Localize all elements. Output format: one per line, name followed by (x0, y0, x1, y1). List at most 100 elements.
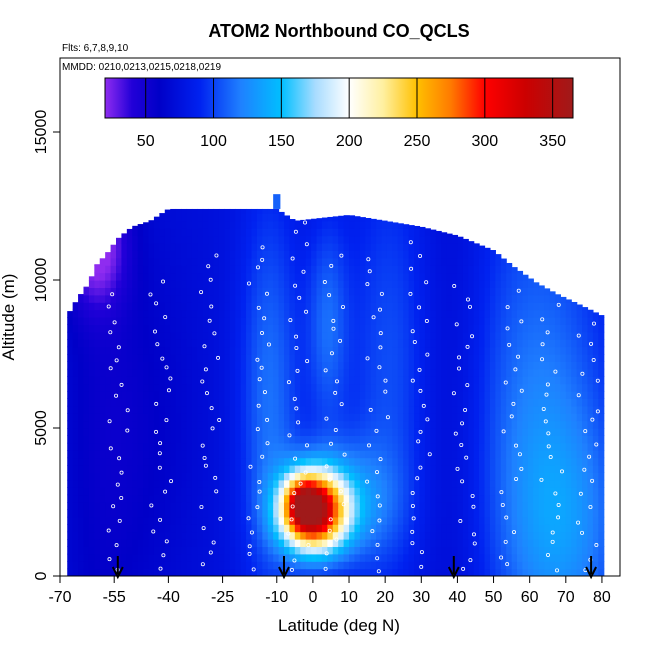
heatmap-cell (479, 413, 486, 422)
flight-track-point (114, 393, 119, 398)
heatmap-cell (544, 339, 551, 348)
heatmap-cell (316, 420, 323, 429)
heatmap-cell (349, 309, 356, 318)
heatmap-cell (446, 405, 453, 414)
heatmap-cell (582, 450, 589, 459)
heatmap-cell (343, 398, 350, 407)
heatmap-cell (72, 553, 79, 562)
heatmap-cell (197, 539, 204, 547)
heatmap-cell (311, 428, 318, 436)
heatmap-cell (332, 220, 339, 229)
heatmap-cell (256, 405, 263, 414)
heatmap-cell (321, 354, 328, 362)
heatmap-cell (484, 494, 491, 503)
heatmap-cell (587, 516, 594, 525)
heatmap-cell (359, 272, 366, 281)
heatmap-cell (565, 339, 572, 348)
heatmap-cell (544, 309, 551, 318)
heatmap-cell (110, 487, 117, 496)
heatmap-cell (457, 516, 464, 525)
heatmap-cell (592, 428, 599, 436)
flight-track-point (591, 358, 596, 363)
heatmap-cell (489, 398, 496, 407)
flight-track-point (540, 357, 545, 362)
y-axis-label: Altitude (m) (0, 274, 18, 361)
heatmap-cell (99, 524, 106, 533)
heatmap-cell (267, 442, 274, 451)
heatmap-cell (370, 391, 377, 399)
heatmap-cell (224, 213, 231, 222)
heatmap-cell (386, 428, 393, 436)
heatmap-cell (452, 317, 459, 325)
heatmap-cell (159, 531, 166, 540)
heatmap-cell (473, 361, 480, 370)
heatmap-cell (251, 302, 258, 311)
heatmap-cell (126, 442, 133, 451)
heatmap-cell (159, 302, 166, 311)
heatmap-cell (316, 368, 323, 377)
flight-track-point (371, 315, 376, 320)
heatmap-cell (153, 413, 160, 422)
heatmap-cell (397, 324, 404, 333)
heatmap-cell (441, 413, 448, 422)
heatmap-cell (576, 553, 583, 562)
heatmap-cell (592, 531, 599, 540)
heatmap-cell (213, 331, 220, 340)
heatmap-cell (376, 250, 383, 259)
heatmap-cell (500, 383, 507, 392)
flight-track-point (154, 401, 159, 406)
heatmap-cell (446, 361, 453, 370)
heatmap-cell (441, 405, 448, 414)
heatmap-cell (105, 413, 112, 422)
heatmap-cell (175, 546, 182, 555)
heatmap-cell (424, 368, 431, 377)
heatmap-cell (538, 435, 545, 444)
heatmap-cell (289, 524, 296, 533)
flight-track-point (424, 319, 429, 324)
flight-track-point (209, 304, 214, 309)
heatmap-cell (430, 368, 437, 377)
heatmap-cell (571, 509, 578, 518)
heatmap-cell (202, 487, 209, 496)
heatmap-cell (94, 502, 101, 510)
heatmap-cell (251, 354, 258, 362)
colorbar-tick-label: 350 (539, 133, 566, 150)
heatmap-cell (511, 354, 518, 362)
heatmap-cell (365, 546, 372, 555)
heatmap-cell (452, 435, 459, 444)
heatmap-cell (202, 398, 209, 407)
heatmap-cell (229, 502, 236, 510)
heatmap-cell (359, 539, 366, 547)
heatmap-cell (235, 524, 242, 533)
heatmap-cell (137, 368, 144, 377)
heatmap-cell (327, 509, 334, 518)
heatmap-cell (289, 235, 296, 244)
heatmap-cell (197, 220, 204, 229)
heatmap-cell (327, 479, 334, 488)
heatmap-cell (164, 376, 171, 385)
heatmap-cell (267, 265, 274, 274)
heatmap-cell (121, 479, 128, 488)
heatmap-cell (137, 331, 144, 340)
heatmap-cell (316, 405, 323, 414)
heatmap-cell (240, 405, 247, 414)
heatmap-cell (414, 457, 421, 466)
heatmap-cell (218, 294, 225, 303)
heatmap-cell (202, 383, 209, 392)
heatmap-cell (349, 428, 356, 436)
heatmap-cell (289, 479, 296, 488)
heatmap-cell (441, 502, 448, 510)
heatmap-cell (181, 450, 188, 459)
heatmap-cell (587, 398, 594, 407)
heatmap-cell (386, 561, 393, 570)
heatmap-cell (571, 420, 578, 429)
heatmap-cell (186, 265, 193, 274)
heatmap-cell (218, 428, 225, 436)
heatmap-cell (164, 531, 171, 540)
heatmap-cell (137, 539, 144, 547)
heatmap-cell (99, 479, 106, 488)
heatmap-cell (170, 331, 177, 340)
heatmap-cell (408, 309, 415, 318)
heatmap-cell (327, 309, 334, 318)
heatmap-cell (332, 457, 339, 466)
